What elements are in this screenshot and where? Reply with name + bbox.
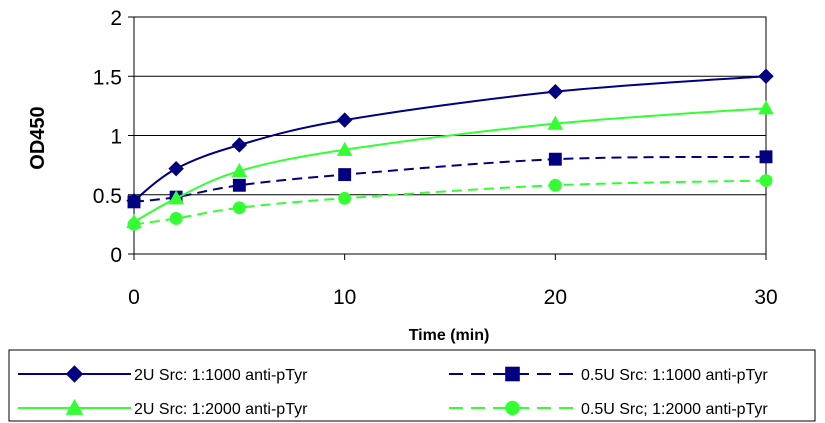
data-point-circle (548, 178, 562, 192)
data-point-triangle (231, 163, 248, 178)
data-point-square (338, 168, 352, 182)
data-point-circle (338, 191, 352, 205)
data-point-diamond (168, 160, 184, 177)
legend-item: 0.5U Src: 1:1000 anti-pTyr (449, 366, 768, 384)
data-point-triangle (758, 100, 774, 115)
legend-item: 2U Src: 1:2000 anti-pTyr (18, 398, 308, 418)
data-point-square (232, 178, 246, 192)
x-tick-label: 20 (544, 286, 567, 309)
y-tick-label: 0 (110, 244, 122, 267)
legend-item: 2U Src: 1:1000 anti-pTyr (18, 365, 308, 384)
data-point-circle (127, 217, 141, 231)
data-point-diamond (231, 137, 248, 153)
data-point-square (548, 152, 562, 166)
data-point-diamond (758, 68, 774, 84)
legend-item: 0.5U Src; 1:2000 anti-pTyr (449, 400, 768, 418)
y-tick-label: 0.5 (93, 185, 122, 208)
data-point-circle (505, 400, 520, 416)
legend-label: 2U Src: 1:2000 anti-pTyr (134, 401, 308, 418)
data-point-square (759, 150, 773, 164)
y-axis-title: OD450 (27, 106, 49, 169)
data-point-triangle (336, 141, 353, 156)
data-point-triangle (547, 115, 564, 130)
x-tick-label: 0 (128, 286, 140, 309)
legend: 2U Src: 1:1000 anti-pTyr 0.5U Src: 1:1000… (8, 349, 816, 422)
data-point-diamond (547, 83, 564, 100)
x-tick-label: 30 (754, 286, 777, 309)
series-3 (126, 100, 774, 229)
series-line (133, 75, 767, 202)
y-tick-label: 1 (110, 126, 122, 149)
data-point-diamond (65, 365, 84, 383)
series-1 (126, 68, 774, 209)
axis-ticks: 00.511.520 10 20 30 (93, 7, 778, 309)
legend-box (8, 349, 816, 422)
series-line (133, 107, 767, 223)
series-lines (126, 68, 774, 231)
data-point-square (505, 366, 520, 382)
data-point-circle (759, 174, 773, 187)
y-tick-label: 1.5 (93, 66, 122, 89)
x-tick-label: 10 (333, 286, 356, 309)
data-point-circle (232, 201, 246, 215)
legend-label: 0.5U Src; 1:2000 anti-pTyr (581, 401, 768, 418)
x-axis-title: Time (min) (409, 327, 490, 344)
data-point-circle (169, 212, 183, 225)
data-point-triangle (65, 398, 84, 415)
legend-label: 0.5U Src: 1:1000 anti-pTyr (581, 367, 768, 384)
series-2 (127, 150, 773, 209)
legend-label: 2U Src: 1:1000 anti-pTyr (134, 367, 308, 384)
data-point-diamond (336, 112, 353, 128)
series-4 (127, 174, 773, 231)
data-point-triangle (168, 190, 184, 205)
y-tick-label: 2 (110, 7, 122, 30)
data-point-square (127, 195, 141, 209)
